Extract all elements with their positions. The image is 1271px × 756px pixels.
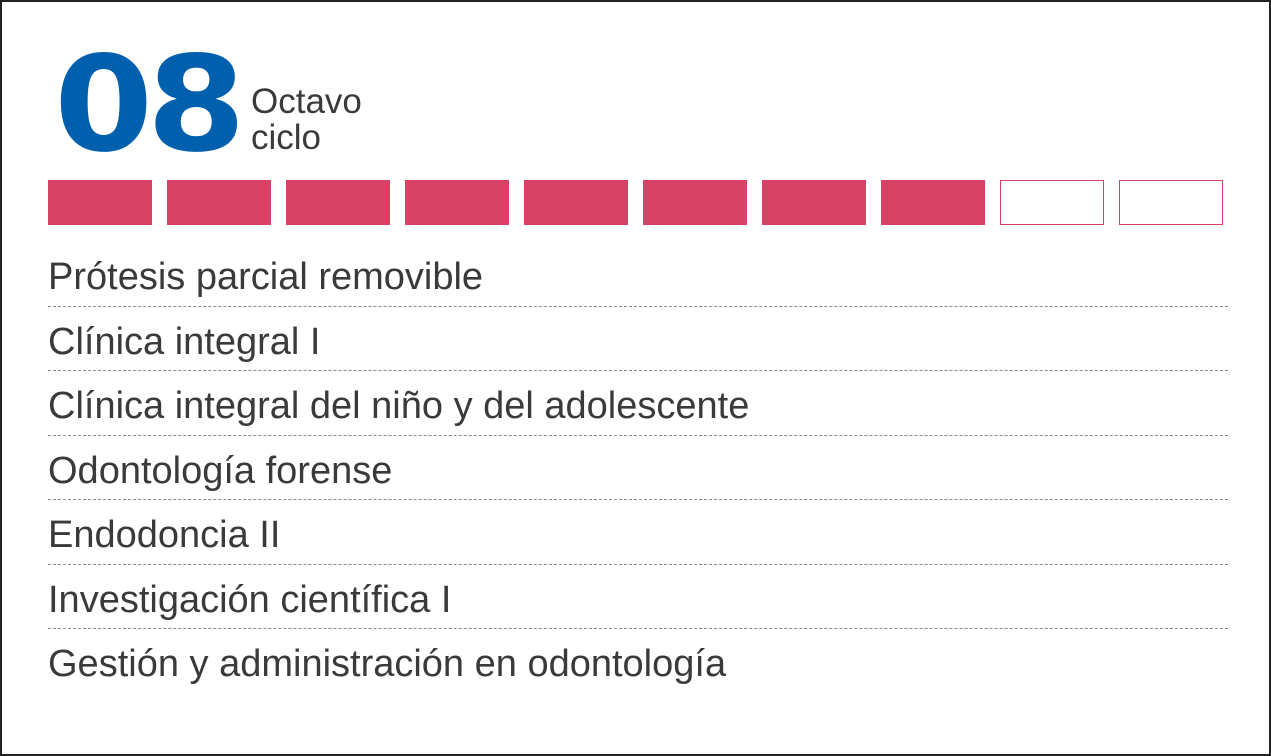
progress-segment-filled — [881, 180, 985, 225]
course-item: Investigación científica I — [48, 565, 1228, 629]
course-name: Clínica integral del niño y del adolesce… — [48, 385, 750, 427]
progress-segment-filled — [167, 180, 271, 225]
course-name: Odontología forense — [48, 449, 393, 492]
progress-segment-filled — [286, 180, 390, 225]
progress-segment-filled — [643, 180, 747, 225]
progress-segment-filled — [405, 180, 509, 225]
progress-segment-filled — [524, 180, 628, 225]
course-name: Prótesis parcial removible — [48, 256, 484, 298]
course-name: Clínica integral I — [48, 320, 321, 363]
course-item: Clínica integral I — [48, 307, 1228, 371]
course-list: Prótesis parcial removible Clínica integ… — [48, 242, 1228, 694]
progress-segment-filled — [48, 180, 152, 225]
course-item: Odontología forense — [48, 436, 1228, 500]
cycle-progress-bar — [48, 180, 1223, 225]
progress-segment-empty — [1000, 180, 1104, 225]
course-name: Investigación científica I — [48, 578, 452, 621]
course-item: Prótesis parcial removible — [48, 242, 1228, 307]
cycle-name-line2: ciclo — [251, 118, 322, 157]
cycle-name: Octavo ciclo — [251, 84, 451, 156]
progress-segment-empty — [1119, 180, 1223, 225]
cycle-number: 08 — [54, 28, 246, 182]
progress-segment-filled — [762, 180, 866, 225]
course-name: Endodoncia II — [48, 514, 281, 556]
course-item: Endodoncia II — [48, 500, 1228, 565]
cycle-name-line1: Octavo — [251, 82, 362, 121]
course-item: Gestión y administración en odontología — [48, 629, 1228, 694]
course-name: Gestión y administración en odontología — [48, 643, 727, 685]
course-item: Clínica integral del niño y del adolesce… — [48, 371, 1228, 436]
